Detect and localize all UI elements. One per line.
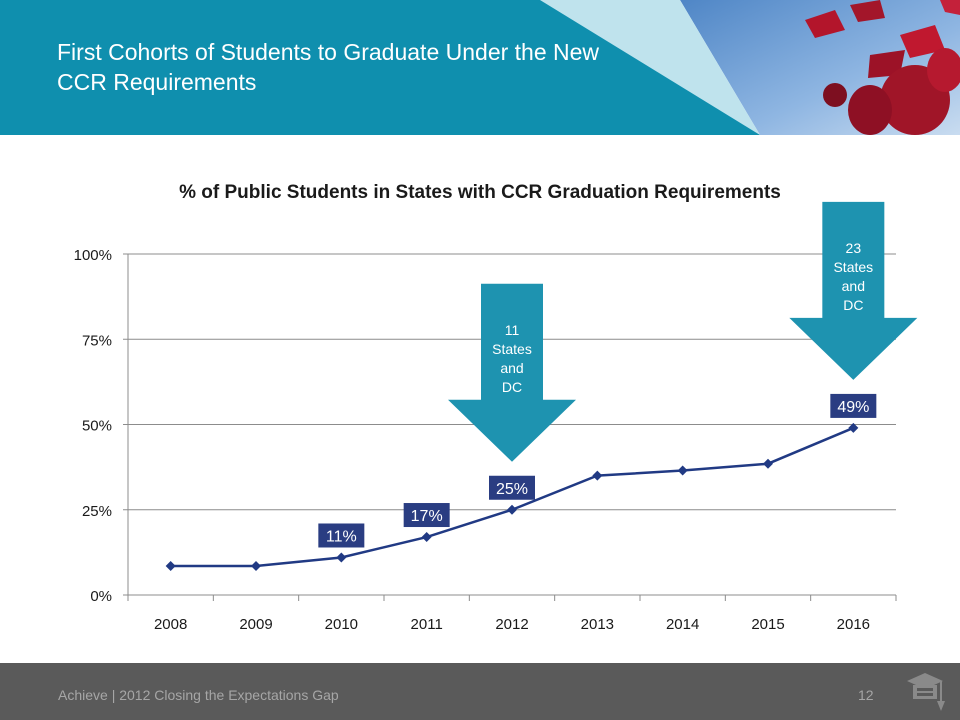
callout-label-line: DC [843,296,864,313]
callout-label-line: and [841,277,865,294]
data-point [336,552,347,563]
data-label: 49% [830,393,877,418]
chart-title: % of Public Students in States with CCR … [179,182,781,203]
x-tick-label: 2013 [581,616,614,633]
x-tick-label: 2010 [325,616,358,633]
data-label-text: 11% [326,528,357,545]
y-tick-label: 0% [90,588,112,605]
callout-label: 11 States and DC [472,321,552,397]
y-tick-label: 50% [82,418,112,435]
slide-title: First Cohorts of Students to Graduate Un… [57,39,600,95]
callout-label-line: States [492,340,532,357]
x-axis-ticks: 2008 2009 2010 2011 2012 2013 2014 2015 2016 [154,616,870,633]
x-tick-label: 2011 [411,616,443,633]
data-point [507,504,517,515]
callout-label-line: and [500,359,524,376]
x-tick-label: 2015 [751,616,784,633]
graduation-caps-illustration [805,0,960,135]
data-point [763,458,773,469]
x-tick-label: 2009 [239,616,272,633]
callout-arrow [448,283,576,462]
page-number: 12 [858,687,874,703]
y-tick-label: 75% [82,332,112,349]
y-axis-ticks: 0% 25% 50% 75% 100% [74,247,112,605]
data-point [592,470,603,481]
data-point [848,422,859,433]
callout-label-line: DC [501,378,523,395]
data-point [251,561,261,572]
x-tick-label: 2012 [495,616,528,633]
data-point [421,532,432,543]
x-tick-label: 2014 [666,616,699,633]
footer-text: Achieve | 2012 Closing the Expectations … [58,687,339,703]
header-graphic [0,0,960,135]
data-label-text: 25% [496,481,528,498]
y-tick-label: 25% [82,503,112,520]
footer: Achieve | 2012 Closing the Expectations … [0,663,960,720]
line-chart: 0% 25% 50% 75% 100% 2008 2009 2010 2011 2012 2013… [74,201,918,633]
callout-label-line: States [833,258,874,275]
y-tick-label: 100% [74,247,112,264]
callout-arrow [789,201,918,380]
callout-label: 23 States and DC [813,239,893,315]
data-label-box [318,523,365,548]
header-banner: First Cohorts of Students to Graduate Un… [0,0,960,135]
data-label-text: 17% [411,508,443,525]
callout-label-line: 11 [504,321,520,338]
data-labels: 11% 17% 25% 49% [318,393,877,548]
data-label-box [403,503,450,528]
data-point [677,465,688,476]
data-label: 11% [318,523,365,548]
data-label-box [830,393,877,418]
callout-label-line: 23 [845,239,862,256]
data-label-box [489,475,535,500]
data-label-text: 49% [837,399,869,416]
x-tick-label: 2016 [837,616,870,633]
data-label: 17% [403,503,450,528]
callout-arrows [448,201,918,462]
x-tick-label: 2008 [154,616,187,633]
data-label: 25% [489,475,535,500]
data-point [165,561,176,572]
achieve-logo-icon [907,673,945,711]
series [165,422,859,572]
